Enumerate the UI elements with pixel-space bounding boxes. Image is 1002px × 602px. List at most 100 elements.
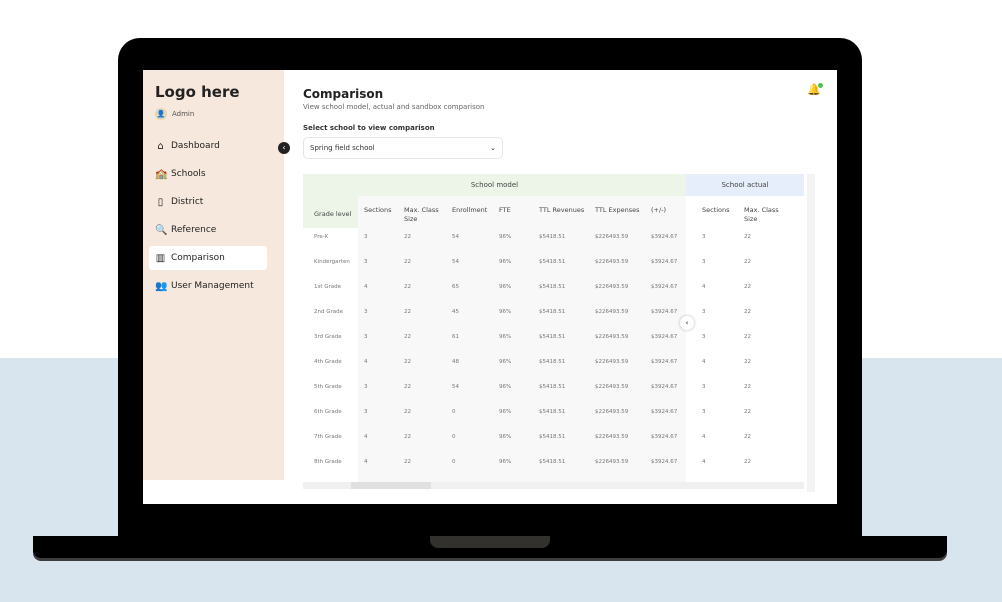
- table-cell: $5418.51: [539, 309, 566, 315]
- sidebar-item-reference[interactable]: 🔍 Reference: [149, 218, 267, 242]
- table-cell: 96%: [499, 459, 512, 465]
- column-header: (+/-): [651, 206, 667, 214]
- table-cell: 3: [364, 234, 368, 240]
- table-cell: $5418.51: [539, 259, 566, 265]
- table-cell: 96%: [499, 334, 512, 340]
- column-header: FTE: [499, 206, 511, 214]
- home-icon: ⌂: [157, 140, 164, 152]
- grade-cell: 3rd Grade: [314, 334, 342, 340]
- table-cell: 3: [702, 384, 706, 390]
- model-body-bg: [358, 196, 686, 482]
- grade-cell: 6th Grade: [314, 409, 342, 415]
- collapse-column-button[interactable]: ‹: [680, 316, 694, 330]
- sidebar-item-schools[interactable]: 🏫 Schools: [149, 162, 267, 186]
- grade-cell: Kindergarten: [314, 259, 350, 265]
- collapse-sidebar-button[interactable]: ‹: [278, 142, 290, 154]
- table-cell: 48: [452, 359, 459, 365]
- table-cell: $3924.67: [651, 409, 678, 415]
- sidebar-item-district[interactable]: ▯ District: [149, 190, 267, 214]
- table-cell: 4: [364, 459, 368, 465]
- table-cell: $226493.59: [595, 284, 629, 290]
- table-cell: 3: [702, 234, 706, 240]
- table-cell: 96%: [499, 359, 512, 365]
- table-cell: 22: [744, 234, 751, 240]
- table-cell: 4: [364, 359, 368, 365]
- group-school-actual: School actual: [686, 174, 804, 196]
- sidebar-item-label: District: [171, 197, 204, 207]
- sidebar-item-dashboard[interactable]: ⌂ Dashboard: [149, 134, 267, 158]
- table-cell: 22: [744, 259, 751, 265]
- table-cell: $226493.59: [595, 384, 629, 390]
- table-cell: $5418.51: [539, 284, 566, 290]
- sidebar-item-label: User Management: [171, 281, 254, 291]
- table-cell: $3924.67: [651, 359, 678, 365]
- table-cell: $226493.59: [595, 309, 629, 315]
- sidebar-item-comparison[interactable]: ▥ Comparison: [149, 246, 267, 270]
- table-cell: 45: [452, 309, 459, 315]
- grade-cell: 7th Grade: [314, 434, 342, 440]
- table-cell: 0: [452, 409, 456, 415]
- table-cell: 4: [364, 434, 368, 440]
- vertical-scrollbar[interactable]: [807, 174, 815, 492]
- group-school-model: School model: [303, 174, 686, 196]
- table-cell: $3924.67: [651, 234, 678, 240]
- table-cell: 3: [702, 334, 706, 340]
- table-cell: $3924.67: [651, 334, 678, 340]
- grade-header-bg: [303, 196, 358, 228]
- table-cell: 22: [744, 434, 751, 440]
- school-select[interactable]: Spring field school ⌄: [303, 137, 503, 159]
- table-cell: 22: [744, 284, 751, 290]
- grade-cell: 5th Grade: [314, 384, 342, 390]
- grade-cell: 2nd Grade: [314, 309, 343, 315]
- sidebar-item-label: Comparison: [171, 253, 225, 263]
- app-screen: Logo here 👤 Admin ⌂ Dashboard 🏫 Schools ▯ Dis…: [143, 70, 837, 504]
- table-cell: $5418.51: [539, 434, 566, 440]
- table-cell: $3924.67: [651, 309, 678, 315]
- logo: Logo here: [155, 83, 240, 101]
- table-cell: 96%: [499, 309, 512, 315]
- column-header: Max. Class Size: [404, 206, 439, 223]
- table-cell: $5418.51: [539, 334, 566, 340]
- table-cell: $5418.51: [539, 359, 566, 365]
- table-cell: 22: [404, 409, 411, 415]
- page-title: Comparison: [303, 87, 384, 101]
- table-cell: 54: [452, 234, 459, 240]
- table-cell: 22: [404, 309, 411, 315]
- laptop-notch: [430, 536, 550, 548]
- table-cell: 96%: [499, 409, 512, 415]
- page-subtitle: View school model, actual and sandbox co…: [303, 103, 485, 111]
- table-cell: 96%: [499, 384, 512, 390]
- table-cell: 22: [744, 309, 751, 315]
- table-cell: $3924.67: [651, 284, 678, 290]
- table-cell: 22: [744, 334, 751, 340]
- user-avatar-icon: 👤: [155, 108, 167, 120]
- table-cell: 22: [404, 259, 411, 265]
- sidebar-item-user-management[interactable]: 👥 User Management: [149, 274, 267, 298]
- table-cell: 22: [404, 284, 411, 290]
- table-cell: $226493.59: [595, 234, 629, 240]
- notification-dot: [817, 83, 823, 88]
- selected-school: Spring field school: [310, 144, 375, 152]
- table-cell: 3: [364, 309, 368, 315]
- reference-search-icon: 🔍: [155, 224, 168, 236]
- user-info: 👤 Admin: [155, 108, 194, 120]
- table-cell: 22: [404, 434, 411, 440]
- table-cell: 4: [364, 284, 368, 290]
- sidebar-item-label: Dashboard: [171, 141, 220, 151]
- sidebar-item-label: Schools: [171, 169, 206, 179]
- user-role: Admin: [172, 110, 195, 118]
- column-header: Enrollment: [452, 206, 488, 214]
- table-cell: $226493.59: [595, 434, 629, 440]
- table-cell: 3: [364, 259, 368, 265]
- sidebar-item-label: Reference: [171, 225, 217, 235]
- scroll-thumb[interactable]: [351, 482, 431, 489]
- table-cell: 22: [404, 459, 411, 465]
- comparison-table: School model School actual ‹ Grade level…: [303, 174, 815, 492]
- notification-bell-icon[interactable]: 🔔: [807, 83, 823, 96]
- horizontal-scrollbar[interactable]: [303, 482, 804, 489]
- table-cell: $5418.51: [539, 459, 566, 465]
- column-header: Max. Class Size: [744, 206, 779, 223]
- table-cell: 22: [744, 459, 751, 465]
- column-header: Sections: [364, 206, 392, 214]
- column-header: Sections: [702, 206, 730, 214]
